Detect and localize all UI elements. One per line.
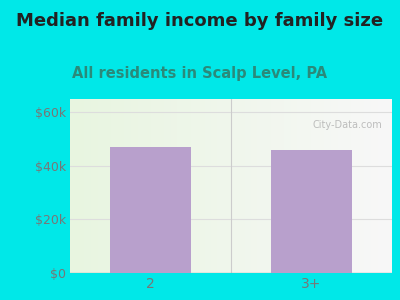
Bar <box>271 150 352 273</box>
Text: Median family income by family size: Median family income by family size <box>16 12 384 30</box>
Text: City-Data.com: City-Data.com <box>312 120 382 130</box>
Bar <box>110 147 191 273</box>
Text: All residents in Scalp Level, PA: All residents in Scalp Level, PA <box>72 66 328 81</box>
